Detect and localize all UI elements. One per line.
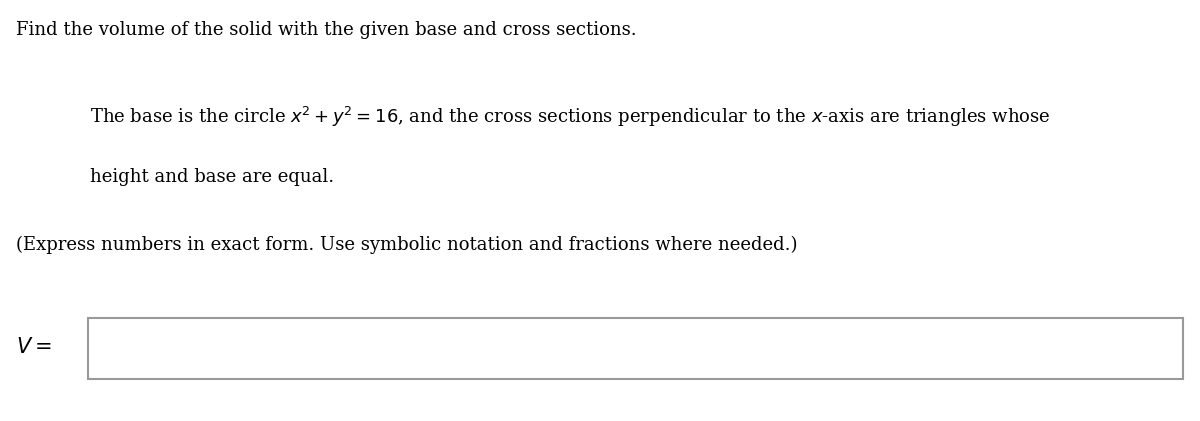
- FancyBboxPatch shape: [88, 318, 1183, 379]
- Text: $V =$: $V =$: [16, 337, 52, 357]
- Text: (Express numbers in exact form. Use symbolic notation and fractions where needed: (Express numbers in exact form. Use symb…: [16, 236, 797, 254]
- Text: height and base are equal.: height and base are equal.: [90, 168, 334, 187]
- Text: Find the volume of the solid with the given base and cross sections.: Find the volume of the solid with the gi…: [16, 21, 636, 39]
- Text: The base is the circle $x^2 + y^2 = 16$, and the cross sections perpendicular to: The base is the circle $x^2 + y^2 = 16$,…: [90, 105, 1051, 129]
